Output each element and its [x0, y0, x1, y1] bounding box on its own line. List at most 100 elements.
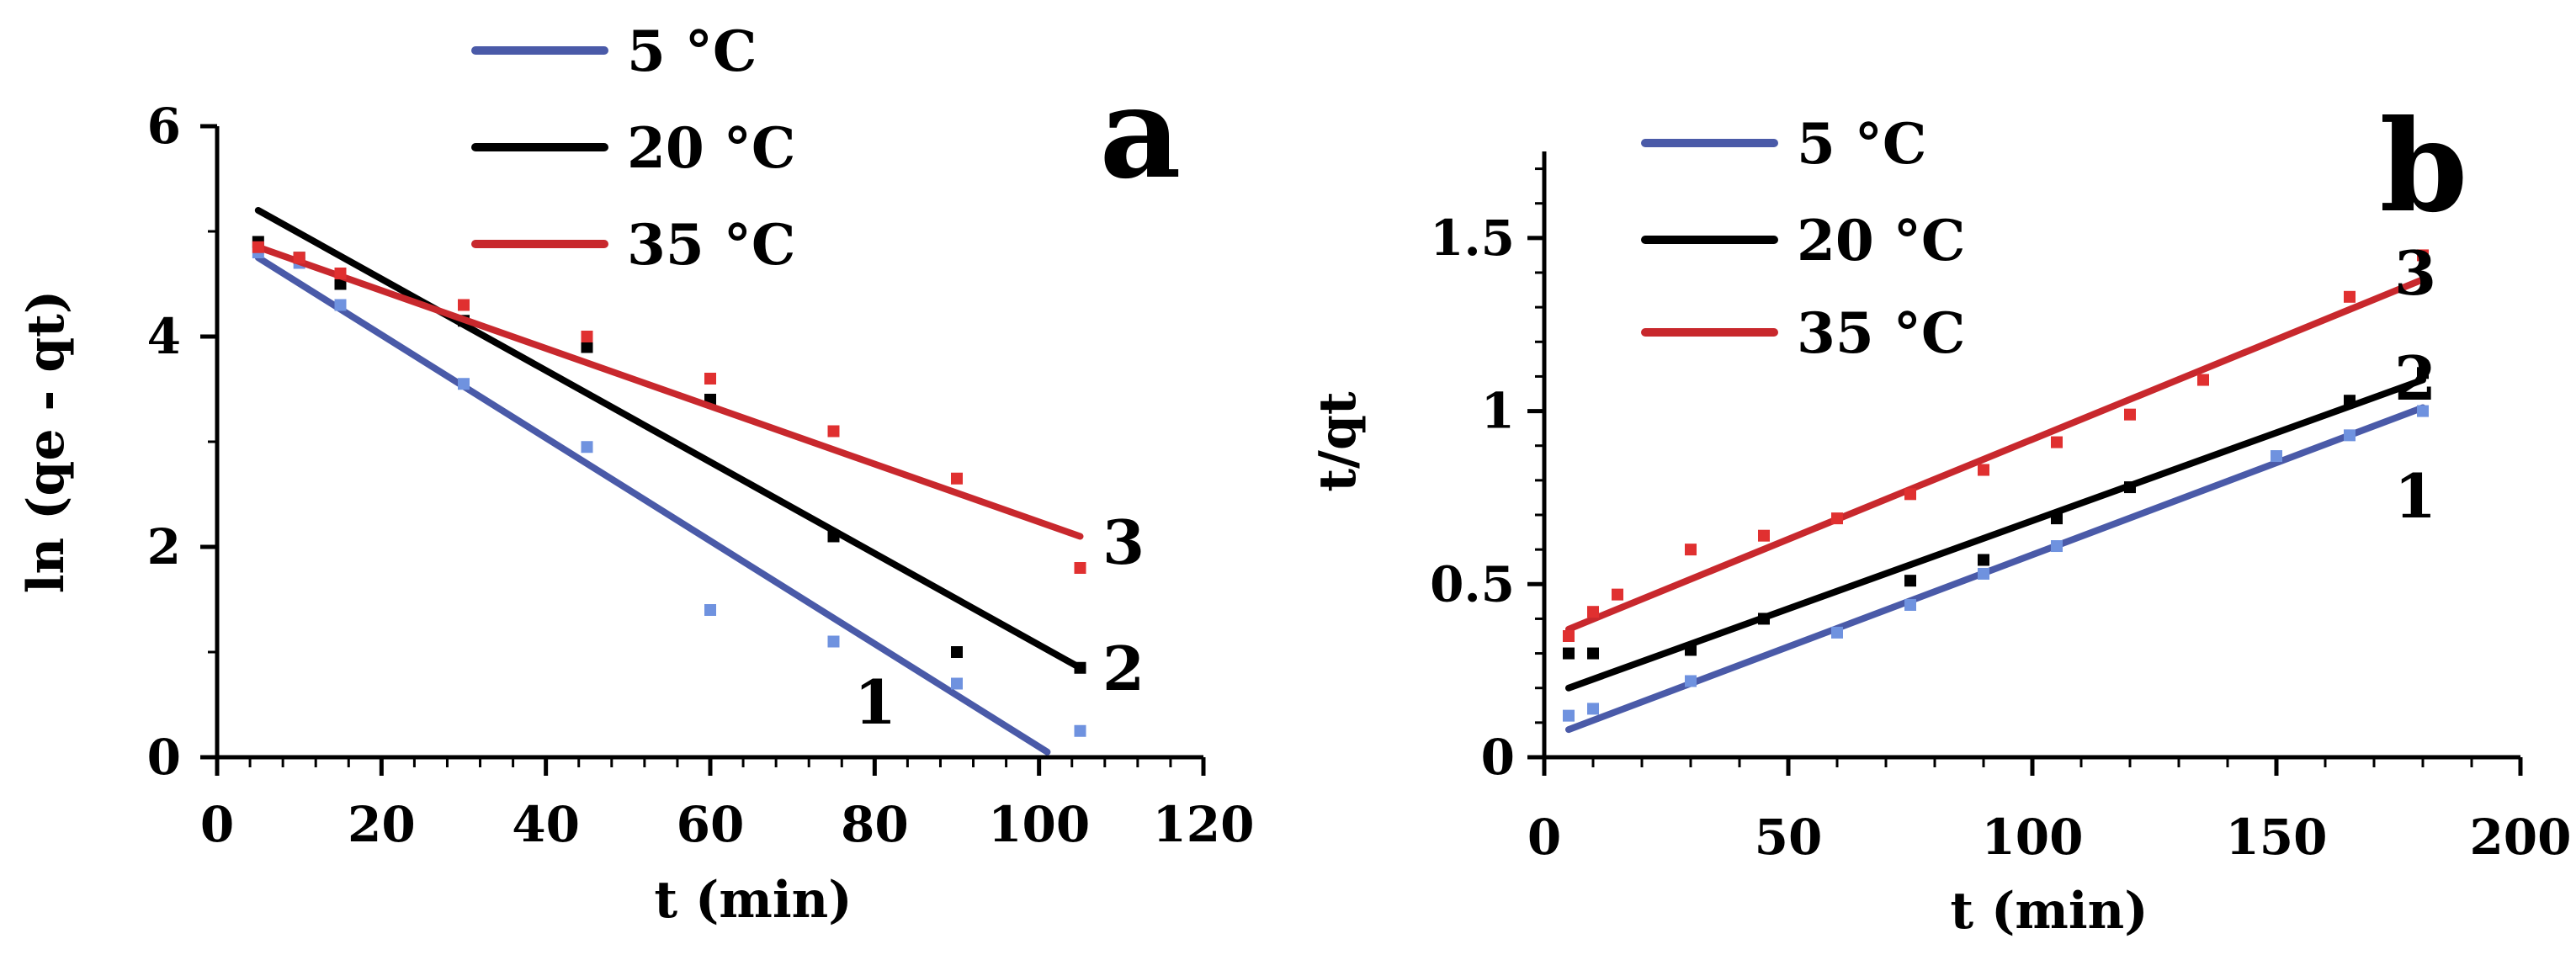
x-tick-label: 200	[2469, 809, 2571, 866]
data-point-1	[1587, 703, 1599, 715]
data-point-1	[827, 635, 840, 648]
series-number-label-1: 1	[854, 666, 896, 738]
data-point-1	[1978, 567, 1989, 580]
data-point-3	[1904, 488, 1916, 501]
fit-line-2	[254, 207, 1084, 671]
x-tick-label: 0	[200, 796, 234, 853]
data-point-2	[1685, 644, 1697, 656]
data-point-1	[951, 677, 963, 690]
data-point-3	[293, 252, 305, 264]
data-point-1	[2417, 405, 2429, 417]
x-tick-label: 60	[677, 796, 745, 853]
x-axis-label: t (min)	[1950, 882, 2148, 941]
y-tick-label: 6	[147, 98, 181, 155]
data-point-2	[334, 278, 347, 290]
data-point-2	[1904, 575, 1916, 587]
legend-label: 20 °C	[627, 115, 795, 181]
y-tick-label: 0	[1481, 729, 1515, 786]
x-tick-label: 80	[841, 796, 909, 853]
data-point-2	[951, 646, 963, 658]
data-point-3	[1612, 588, 1623, 601]
y-tick-label: 1.5	[1430, 210, 1515, 267]
fit-line-2	[1565, 376, 2426, 692]
data-point-1	[1685, 675, 1697, 687]
data-point-2	[1758, 613, 1770, 625]
data-point-3	[581, 331, 593, 342]
data-point-2	[2124, 481, 2136, 494]
data-point-3	[1831, 512, 1843, 525]
fit-line-3	[254, 243, 1084, 540]
data-point-2	[1978, 554, 1989, 566]
data-point-1	[1563, 709, 1575, 722]
data-point-3	[1587, 606, 1599, 618]
data-point-1	[458, 378, 470, 390]
data-point-1	[334, 299, 347, 311]
x-tick-label: 100	[1981, 809, 2083, 866]
series-number-label-3: 3	[2394, 237, 2436, 309]
data-point-3	[951, 472, 963, 485]
panel-label: a	[1099, 59, 1181, 207]
data-point-1	[2051, 540, 2063, 553]
data-point-2	[581, 341, 593, 353]
data-point-2	[2344, 395, 2356, 407]
series-number-label-2: 2	[2394, 342, 2436, 414]
data-point-1	[1074, 724, 1086, 737]
y-tick-label: 1	[1481, 383, 1515, 440]
panel-label: b	[2380, 93, 2468, 241]
x-axis-label: t (min)	[654, 871, 852, 930]
data-point-3	[458, 299, 470, 311]
data-point-3	[1074, 562, 1086, 574]
fit-line-1	[254, 254, 1051, 756]
x-tick-label: 120	[1152, 796, 1254, 853]
data-point-1	[704, 604, 716, 616]
data-point-3	[704, 373, 716, 385]
data-point-3	[2124, 408, 2136, 421]
data-point-3	[2344, 290, 2356, 303]
fit-line-3	[1565, 276, 2426, 633]
data-point-1	[581, 441, 593, 453]
data-point-1	[1904, 598, 1916, 611]
data-point-2	[1587, 647, 1599, 660]
legend-label: 35 °C	[1797, 300, 1965, 366]
x-tick-label: 20	[348, 796, 416, 853]
data-point-3	[334, 268, 347, 279]
legend-label: 5 °C	[1797, 111, 1926, 177]
y-tick-label: 0.5	[1430, 555, 1515, 613]
x-tick-label: 0	[1527, 809, 1561, 866]
data-point-3	[1978, 464, 1989, 476]
data-point-3	[252, 241, 264, 253]
data-point-2	[827, 530, 840, 543]
chart-panel-a: 0 20 40 60 80 100 120 0 2 4 6 t (min) ln (qe - qt) 1 2…	[17, 19, 1255, 930]
data-point-3	[1685, 544, 1697, 556]
data-point-2	[2051, 512, 2063, 525]
data-point-1	[2344, 429, 2356, 442]
x-tick-label: 100	[988, 796, 1090, 853]
data-point-3	[2417, 249, 2429, 262]
data-point-2	[1074, 661, 1086, 674]
series-number-label-1: 1	[2394, 460, 2436, 532]
data-point-3	[1563, 630, 1575, 642]
series-number-label-3: 3	[1102, 507, 1145, 578]
data-point-3	[1758, 529, 1770, 542]
legend-label: 5 °C	[627, 19, 757, 84]
legend-label: 20 °C	[1797, 208, 1965, 273]
legend-label: 35 °C	[627, 212, 795, 278]
x-tick-label: 40	[512, 796, 580, 853]
y-axis-label: t/qt	[1309, 391, 1368, 492]
x-tick-label: 150	[2225, 809, 2327, 866]
data-point-1	[1831, 626, 1843, 639]
data-point-2	[2417, 367, 2429, 379]
data-point-1	[2271, 450, 2282, 463]
x-tick-label: 50	[1755, 809, 1823, 866]
data-point-2	[1563, 647, 1575, 660]
y-tick-label: 2	[147, 518, 181, 575]
y-tick-label: 4	[147, 308, 181, 365]
y-axis-label: ln (qe - qt)	[17, 290, 76, 594]
data-point-3	[827, 425, 840, 438]
data-point-3	[2197, 374, 2209, 386]
series-number-label-2: 2	[1102, 633, 1145, 704]
y-tick-label: 0	[147, 729, 181, 786]
data-point-3	[2051, 436, 2063, 448]
